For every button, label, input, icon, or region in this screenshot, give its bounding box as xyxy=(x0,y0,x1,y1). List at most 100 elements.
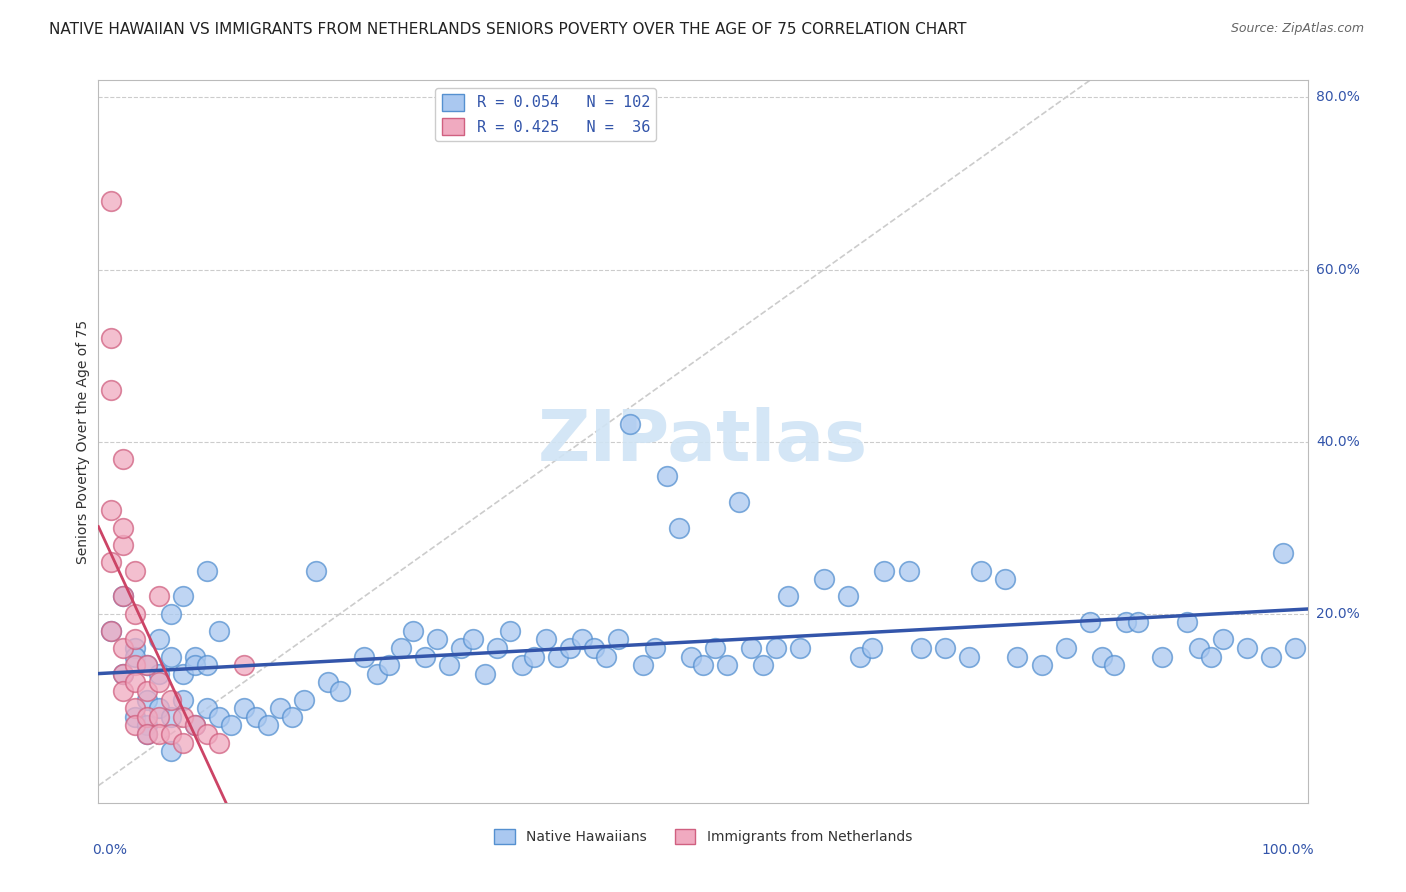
Point xyxy=(124,607,146,621)
Point xyxy=(148,632,170,647)
Point xyxy=(474,666,496,681)
Point xyxy=(160,710,183,724)
Point xyxy=(1199,649,1222,664)
Point xyxy=(135,727,157,741)
Point xyxy=(776,590,799,604)
Point xyxy=(1260,649,1282,664)
Point xyxy=(1284,640,1306,655)
Point xyxy=(1188,640,1211,655)
Point xyxy=(1007,649,1029,664)
Y-axis label: Seniors Poverty Over the Age of 75: Seniors Poverty Over the Age of 75 xyxy=(76,319,90,564)
Point xyxy=(679,649,702,664)
Point xyxy=(100,383,122,397)
Point xyxy=(232,701,254,715)
Point xyxy=(111,520,134,534)
Point xyxy=(160,607,183,621)
Point xyxy=(111,640,134,655)
Point xyxy=(124,632,146,647)
Point xyxy=(124,649,146,664)
Point xyxy=(655,469,678,483)
Point xyxy=(450,640,472,655)
Point xyxy=(172,735,194,749)
Point xyxy=(195,701,218,715)
Point xyxy=(124,658,146,673)
Point xyxy=(124,710,146,724)
Point xyxy=(668,520,690,534)
Point xyxy=(558,640,581,655)
Point xyxy=(111,590,134,604)
Point xyxy=(510,658,533,673)
Text: 0.0%: 0.0% xyxy=(93,843,128,856)
Point xyxy=(135,692,157,706)
Point xyxy=(1078,615,1101,630)
Point xyxy=(135,727,157,741)
Point xyxy=(595,649,617,664)
Point xyxy=(195,727,218,741)
Point xyxy=(934,640,956,655)
Point xyxy=(195,564,218,578)
Point xyxy=(353,649,375,664)
Point xyxy=(692,658,714,673)
Point xyxy=(208,624,231,638)
Text: 100.0%: 100.0% xyxy=(1261,843,1313,856)
Point xyxy=(148,666,170,681)
Point xyxy=(135,710,157,724)
Point xyxy=(1091,649,1114,664)
Point xyxy=(184,658,207,673)
Point xyxy=(160,649,183,664)
Point xyxy=(148,727,170,741)
Point xyxy=(583,640,606,655)
Point xyxy=(1115,615,1137,630)
Point xyxy=(813,572,835,586)
Point xyxy=(232,658,254,673)
Point xyxy=(184,649,207,664)
Point xyxy=(195,658,218,673)
Point xyxy=(1175,615,1198,630)
Point xyxy=(413,649,436,664)
Legend: Native Hawaiians, Immigrants from Netherlands: Native Hawaiians, Immigrants from Nether… xyxy=(488,823,918,850)
Point xyxy=(389,640,412,655)
Point xyxy=(172,590,194,604)
Point xyxy=(970,564,993,578)
Point xyxy=(124,564,146,578)
Point xyxy=(1102,658,1125,673)
Point xyxy=(402,624,425,638)
Point xyxy=(100,624,122,638)
Point xyxy=(135,684,157,698)
Point xyxy=(100,555,122,569)
Text: Source: ZipAtlas.com: Source: ZipAtlas.com xyxy=(1230,22,1364,36)
Text: 40.0%: 40.0% xyxy=(1316,434,1360,449)
Point xyxy=(160,744,183,758)
Point xyxy=(619,417,641,432)
Point xyxy=(437,658,460,673)
Point xyxy=(124,675,146,690)
Point xyxy=(172,710,194,724)
Point xyxy=(100,194,122,208)
Point xyxy=(571,632,593,647)
Point xyxy=(752,658,775,673)
Point xyxy=(124,701,146,715)
Point xyxy=(523,649,546,664)
Point xyxy=(631,658,654,673)
Text: 20.0%: 20.0% xyxy=(1316,607,1360,621)
Point xyxy=(256,718,278,732)
Point xyxy=(498,624,520,638)
Point xyxy=(305,564,328,578)
Point xyxy=(994,572,1017,586)
Point xyxy=(740,640,762,655)
Point xyxy=(184,718,207,732)
Point xyxy=(897,564,920,578)
Point xyxy=(172,666,194,681)
Point xyxy=(148,710,170,724)
Point xyxy=(607,632,630,647)
Point xyxy=(910,640,932,655)
Point xyxy=(329,684,352,698)
Point xyxy=(221,718,243,732)
Point xyxy=(281,710,304,724)
Point xyxy=(111,538,134,552)
Point xyxy=(1272,546,1295,560)
Point xyxy=(124,718,146,732)
Point xyxy=(148,675,170,690)
Point xyxy=(292,692,315,706)
Point xyxy=(100,624,122,638)
